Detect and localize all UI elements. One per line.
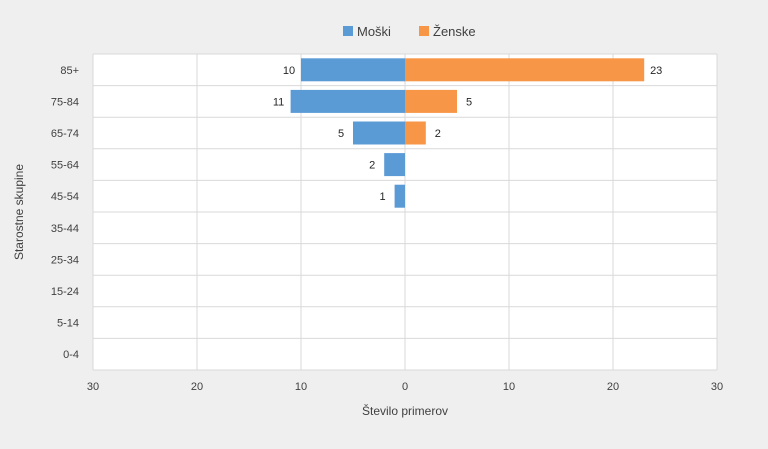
data-label-male: 5	[338, 128, 344, 140]
x-tick-label: 20	[191, 381, 203, 393]
y-category-label: 15-24	[51, 286, 79, 298]
bar-male	[394, 184, 405, 208]
bar-female	[405, 89, 457, 113]
y-category-label: 0-4	[63, 349, 79, 361]
y-category-label: 5-14	[57, 318, 79, 330]
x-tick-label: 0	[402, 381, 408, 393]
legend-label-female: Ženske	[433, 24, 476, 39]
y-category-label: 65-74	[51, 128, 79, 140]
bar-male	[301, 58, 405, 82]
x-tick-label: 10	[503, 381, 515, 393]
data-labels: 10 11 5 2 1 23 5 2	[273, 65, 662, 203]
bar-male	[290, 89, 405, 113]
bar-female	[405, 121, 426, 145]
legend-swatch-female	[419, 26, 429, 36]
y-category-label: 85+	[60, 65, 79, 77]
axis-ticks: 30 20 10 0 10 20 30 85+ 75-84 65-74 55-64 45-54 35-4…	[51, 65, 723, 393]
data-label-male: 10	[283, 65, 295, 77]
data-label-male: 2	[369, 160, 375, 172]
data-label-male: 11	[273, 96, 284, 108]
legend: Moški Ženske	[343, 24, 476, 39]
data-label-male: 1	[380, 191, 386, 203]
x-tick-label: 10	[295, 381, 307, 393]
bars	[290, 58, 645, 208]
y-category-label: 45-54	[51, 191, 79, 203]
x-tick-label: 20	[607, 381, 619, 393]
data-label-female: 23	[650, 65, 662, 77]
data-label-female: 2	[435, 128, 441, 140]
x-tick-label: 30	[711, 381, 723, 393]
legend-swatch-male	[343, 26, 353, 36]
y-axis-title: Starostne skupine	[12, 164, 26, 260]
x-tick-label: 30	[87, 381, 99, 393]
y-category-label: 25-34	[51, 254, 79, 266]
x-axis-title: Število primerov	[362, 403, 448, 418]
data-label-female: 5	[466, 96, 472, 108]
y-category-label: 55-64	[51, 160, 79, 172]
y-category-label: 35-44	[51, 223, 79, 235]
legend-label-male: Moški	[357, 24, 391, 39]
y-category-label: 75-84	[51, 96, 79, 108]
bar-male	[384, 153, 405, 177]
bar-female	[405, 58, 645, 82]
bar-male	[353, 121, 405, 145]
